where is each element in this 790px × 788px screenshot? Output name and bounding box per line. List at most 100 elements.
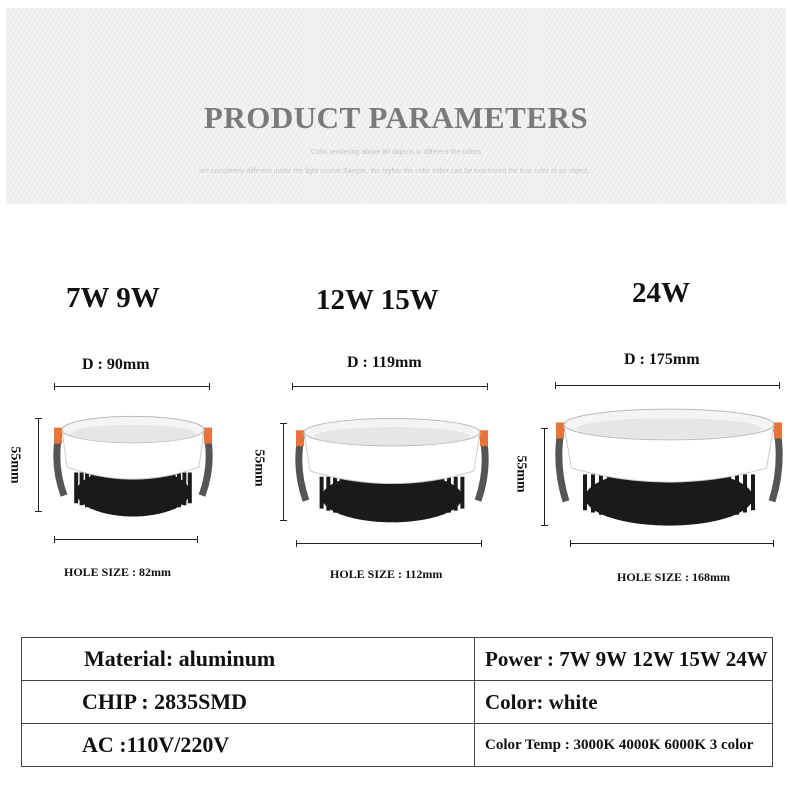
product-watts: 24W <box>632 277 690 309</box>
product-hole-size: HOLE SIZE : 168mm <box>617 570 731 584</box>
downlight-part <box>149 472 154 515</box>
downlight-part <box>70 424 196 443</box>
downlight-part <box>333 476 338 513</box>
downlight-part <box>639 474 643 524</box>
downlight-image-large <box>555 408 783 526</box>
banner-subtitle-1: Color rendering above 90 objects in diff… <box>311 149 481 156</box>
downlight-part <box>774 422 782 439</box>
downlight-part <box>647 474 651 525</box>
product-watts: 7W 9W <box>66 282 160 314</box>
downlight-part <box>413 476 418 521</box>
spec-material: Material: aluminum <box>21 637 475 681</box>
downlight-part <box>663 474 667 526</box>
height-line <box>35 418 42 512</box>
banner-subtitle-2: are completely different under the light… <box>198 168 594 175</box>
height-line <box>541 428 548 526</box>
downlight-part <box>166 472 171 511</box>
diameter-line <box>54 383 210 390</box>
downlight-part <box>117 472 122 516</box>
downlight-part <box>139 472 144 517</box>
downlight-part <box>655 474 659 526</box>
downlight-part <box>90 472 95 510</box>
downlight-part <box>339 476 344 515</box>
product-height: 55mm <box>251 449 267 487</box>
spec-color-temp: Color Temp : 3000K 4000K 6000K 3 color <box>474 723 773 767</box>
downlight-part <box>440 476 445 515</box>
downlight-part <box>133 472 138 517</box>
product-height: 55mm <box>513 455 529 493</box>
banner-title: PRODUCT PARAMETERS <box>203 100 589 135</box>
downlight-part <box>743 474 747 513</box>
diameter-line <box>555 382 780 389</box>
downlight-part <box>54 427 62 444</box>
product-height: 55mm <box>7 446 23 484</box>
downlight-part <box>359 476 364 520</box>
hole-line <box>296 540 482 547</box>
downlight-part <box>171 472 176 510</box>
spec-power: Power : 7W 9W 12W 15W 24W <box>474 637 773 681</box>
hole-line <box>54 536 198 543</box>
downlight-part <box>160 472 165 513</box>
diameter-line <box>292 383 488 390</box>
spec-row: AC :110V/220V Color Temp : 3000K 4000K 6… <box>21 723 773 767</box>
spec-chip: CHIP : 2835SMD <box>21 680 475 724</box>
downlight-part <box>74 472 79 504</box>
product-diameter: D : 175mm <box>624 351 700 368</box>
downlight-part <box>182 472 187 506</box>
spec-ac: AC :110V/220V <box>21 723 475 767</box>
downlight-image-medium <box>295 418 489 523</box>
downlight-part <box>480 430 488 447</box>
downlight-part <box>314 427 470 446</box>
product-diameter: D : 119mm <box>347 354 422 371</box>
downlight-part <box>122 472 127 517</box>
downlight-part <box>155 472 160 514</box>
downlight-part <box>400 476 405 522</box>
downlight-part <box>144 472 149 516</box>
spec-table: Material: aluminum Power : 7W 9W 12W 15W… <box>21 637 773 767</box>
product-diameter: D : 90mm <box>82 356 150 373</box>
downlight-part <box>615 474 619 519</box>
downlight-part <box>373 476 378 522</box>
downlight-part <box>319 476 324 509</box>
downlight-part <box>735 474 739 515</box>
downlight-part <box>296 430 304 447</box>
downlight-part <box>623 474 627 521</box>
spec-row: CHIP : 2835SMD Color: white <box>21 680 773 724</box>
downlight-part <box>607 474 611 517</box>
downlight-part <box>386 476 391 523</box>
downlight-part <box>393 476 398 523</box>
downlight-part <box>346 476 351 517</box>
downlight-part <box>446 476 451 513</box>
downlight-part <box>703 474 707 523</box>
downlight-part <box>687 474 691 525</box>
spec-color: Color: white <box>474 680 773 724</box>
downlight-part <box>591 474 595 513</box>
downlight-part <box>366 476 371 521</box>
downlight-part <box>583 474 587 511</box>
downlight-part <box>406 476 411 522</box>
downlight-part <box>671 474 675 526</box>
downlight-part <box>326 476 331 511</box>
downlight-part <box>727 474 731 517</box>
downlight-part <box>303 431 481 484</box>
downlight-part <box>453 476 458 511</box>
product-watts: 12W 15W <box>316 284 439 316</box>
downlight-part <box>353 476 358 518</box>
height-line <box>280 423 287 521</box>
downlight-part <box>695 474 699 524</box>
downlight-part <box>599 474 603 515</box>
downlight-part <box>426 476 431 518</box>
downlight-part <box>751 474 755 511</box>
hole-line <box>570 540 774 547</box>
downlight-part <box>576 418 762 439</box>
downlight-part <box>631 474 635 523</box>
downlight-part <box>95 472 100 511</box>
downlight-part <box>460 476 465 509</box>
downlight-part <box>563 423 775 483</box>
downlight-part <box>556 422 564 439</box>
downlight-part <box>106 472 111 514</box>
header-banner: PRODUCT PARAMETERS Color rendering above… <box>6 8 786 204</box>
downlight-part <box>112 472 117 515</box>
product-hole-size: HOLE SIZE : 82mm <box>64 565 172 579</box>
